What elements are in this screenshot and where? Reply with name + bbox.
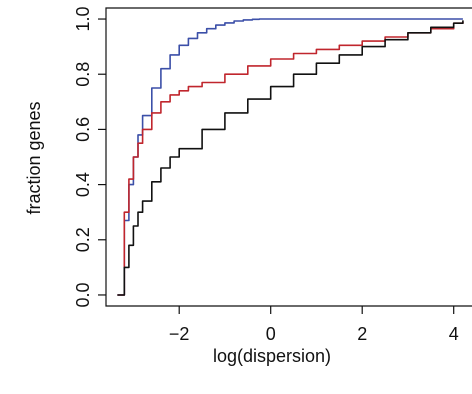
plot-frame: [105, 7, 472, 307]
x-tick-label: 0: [266, 324, 276, 344]
red-series-line: [117, 21, 464, 296]
y-tick-label: 0.0: [73, 282, 93, 307]
x-tick-label: −2: [169, 324, 190, 344]
y-tick-label: 1.0: [73, 7, 93, 32]
blue-series-line: [117, 18, 463, 296]
y-tick-label: 0.2: [73, 227, 93, 252]
x-tick-label: 4: [449, 324, 459, 344]
y-tick-label: 0.6: [73, 117, 93, 142]
axes-layer: −2 0 2 4 0.0 0.2 0.4 0.6 0.8 1.0: [73, 7, 472, 344]
y-tick-label: 0.8: [73, 62, 93, 87]
y-axis-label: fraction genes: [24, 101, 44, 214]
black-series-line: [117, 20, 464, 296]
series-layer: [117, 18, 464, 296]
x-tick-label: 2: [357, 324, 367, 344]
y-tick-label: 0.4: [73, 172, 93, 197]
x-axis-label: log(dispersion): [213, 346, 331, 366]
